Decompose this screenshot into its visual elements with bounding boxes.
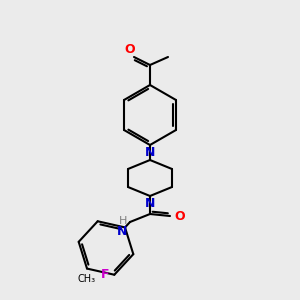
Text: H: H [118,216,127,226]
Text: N: N [145,197,155,210]
Text: O: O [125,43,135,56]
Text: N: N [117,225,127,238]
Text: O: O [174,209,184,223]
Text: N: N [145,146,155,159]
Text: CH₃: CH₃ [78,274,96,284]
Text: F: F [101,268,109,281]
